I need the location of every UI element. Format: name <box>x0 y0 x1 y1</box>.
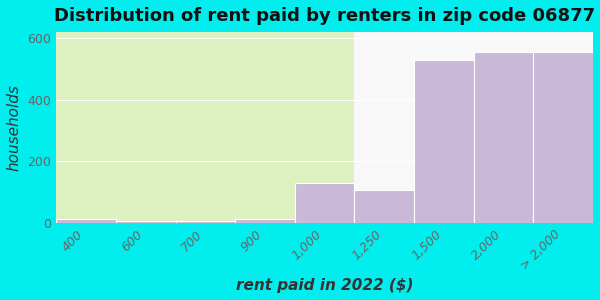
Bar <box>414 60 474 223</box>
Bar <box>116 221 176 223</box>
X-axis label: rent paid in 2022 ($): rent paid in 2022 ($) <box>236 278 413 293</box>
Bar <box>295 183 355 223</box>
Bar <box>176 221 235 223</box>
Y-axis label: households: households <box>7 84 22 171</box>
Bar <box>56 32 355 223</box>
Bar <box>235 219 295 223</box>
Bar <box>474 52 533 223</box>
Bar <box>355 190 414 223</box>
Title: Distribution of rent paid by renters in zip code 06877: Distribution of rent paid by renters in … <box>54 7 595 25</box>
Bar <box>533 52 593 223</box>
Bar <box>56 219 116 223</box>
